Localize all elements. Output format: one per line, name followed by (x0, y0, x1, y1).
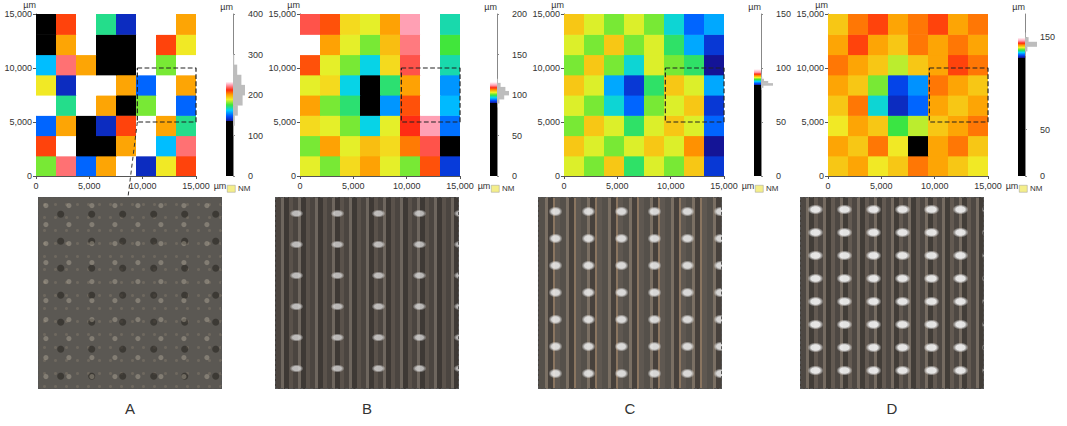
svg-text:5,000: 5,000 (606, 181, 629, 191)
svg-text:15,000: 15,000 (182, 181, 210, 191)
svg-text:0: 0 (291, 171, 296, 181)
svg-text:µm: µm (287, 0, 300, 11)
svg-text:0: 0 (555, 171, 560, 181)
svg-text:100: 100 (248, 131, 263, 141)
svg-text:µm: µm (748, 2, 761, 12)
svg-text:200: 200 (512, 9, 527, 19)
svg-text:µm: µm (1006, 181, 1019, 191)
svg-text:0: 0 (561, 181, 566, 191)
svg-text:µm: µm (551, 0, 564, 11)
svg-text:5,000: 5,000 (273, 117, 296, 127)
svg-text:10,000: 10,000 (129, 181, 157, 191)
svg-text:µm: µm (815, 0, 828, 11)
svg-text:0: 0 (27, 171, 32, 181)
svg-text:100: 100 (776, 63, 791, 73)
svg-text:µm: µm (1012, 2, 1025, 12)
svg-text:NM: NM (1030, 184, 1043, 193)
svg-text:µm: µm (484, 2, 497, 12)
svg-text:150: 150 (776, 9, 791, 19)
svg-text:µm: µm (478, 181, 491, 191)
svg-text:5,000: 5,000 (801, 117, 824, 127)
svg-text:NM: NM (238, 184, 251, 193)
svg-text:0: 0 (825, 181, 830, 191)
svg-text:µm: µm (23, 0, 36, 11)
svg-text:NM: NM (502, 184, 515, 193)
svg-text:50: 50 (512, 131, 522, 141)
html-text:B: B (362, 400, 372, 417)
svg-text:µm: µm (214, 181, 227, 191)
svg-text:15,000: 15,000 (974, 181, 1002, 191)
svg-text:15,000: 15,000 (4, 9, 32, 19)
html-text:C: C (624, 400, 636, 417)
svg-text:50: 50 (776, 117, 786, 127)
svg-text:5,000: 5,000 (537, 117, 560, 127)
svg-text:150: 150 (1040, 32, 1055, 42)
svg-text:15,000: 15,000 (268, 9, 296, 19)
svg-text:100: 100 (512, 90, 527, 100)
svg-text:10,000: 10,000 (657, 181, 685, 191)
svg-text:µm: µm (742, 181, 755, 191)
svg-text:0: 0 (776, 171, 781, 181)
svg-text:400: 400 (248, 9, 263, 19)
svg-text:0: 0 (512, 171, 517, 181)
svg-text:15,000: 15,000 (446, 181, 474, 191)
svg-text:15,000: 15,000 (710, 181, 738, 191)
svg-text:0: 0 (819, 171, 824, 181)
svg-text:10,000: 10,000 (4, 63, 32, 73)
svg-text:15,000: 15,000 (532, 9, 560, 19)
svg-text:5,000: 5,000 (870, 181, 893, 191)
html-text:A: A (125, 400, 135, 417)
svg-text:µm: µm (220, 2, 233, 12)
svg-text:15,000: 15,000 (796, 9, 824, 19)
svg-text:10,000: 10,000 (393, 181, 421, 191)
svg-text:NM: NM (766, 184, 779, 193)
svg-text:300: 300 (248, 50, 263, 60)
svg-text:0: 0 (1040, 171, 1045, 181)
svg-text:150: 150 (512, 50, 527, 60)
svg-text:10,000: 10,000 (796, 63, 824, 73)
svg-text:5,000: 5,000 (9, 117, 32, 127)
svg-text:0: 0 (33, 181, 38, 191)
svg-text:5,000: 5,000 (342, 181, 365, 191)
svg-text:0: 0 (248, 171, 253, 181)
svg-text:50: 50 (1040, 125, 1050, 135)
svg-text:0: 0 (297, 181, 302, 191)
svg-text:5,000: 5,000 (78, 181, 101, 191)
html-text:D: D (886, 400, 898, 417)
svg-text:10,000: 10,000 (532, 63, 560, 73)
svg-text:200: 200 (248, 90, 263, 100)
svg-text:10,000: 10,000 (268, 63, 296, 73)
svg-text:10,000: 10,000 (921, 181, 949, 191)
